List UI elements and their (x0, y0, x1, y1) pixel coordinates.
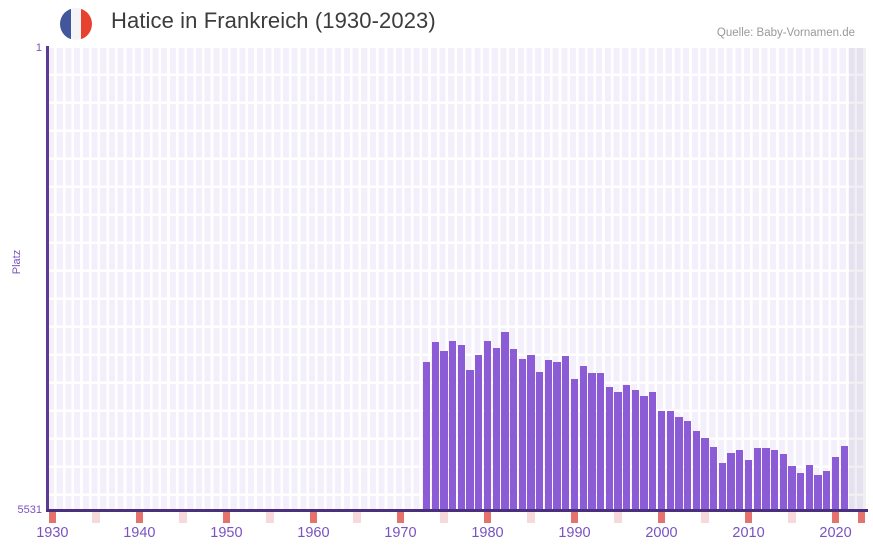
x-tick-label: 1960 (297, 525, 330, 541)
x-tick-major (657, 512, 666, 523)
y-axis-line (46, 46, 49, 512)
bar (588, 372, 596, 510)
bar (779, 453, 787, 510)
bar (553, 362, 561, 510)
bar (675, 417, 683, 510)
x-axis-line (46, 509, 868, 512)
flag-red-band (81, 8, 92, 40)
bar (701, 438, 709, 510)
x-tick-label: 2010 (732, 525, 765, 541)
bar (692, 431, 700, 510)
x-tick-major (48, 512, 56, 523)
bar (501, 331, 509, 510)
bar-series (48, 48, 866, 510)
bar (457, 345, 465, 510)
x-tick-minor (527, 512, 535, 523)
bar (683, 421, 692, 510)
x-tick-label: 2020 (819, 525, 852, 541)
bar (579, 366, 587, 510)
bar (431, 342, 439, 510)
bar (614, 392, 622, 510)
bar (440, 351, 448, 510)
x-tick-minor (179, 512, 187, 523)
x-tick-major (309, 512, 318, 523)
x-tick-minor (440, 512, 448, 523)
bar (770, 449, 779, 510)
bar (727, 453, 735, 510)
bar (744, 459, 753, 510)
bar (788, 465, 796, 510)
plot-area (48, 48, 866, 510)
bar (805, 464, 814, 510)
bar (475, 354, 483, 510)
bar (448, 341, 457, 510)
bar (657, 410, 666, 510)
x-tick-minor (788, 512, 796, 523)
x-tick-major (135, 512, 143, 523)
y-axis-labels: 1 5531 Platz (0, 0, 42, 552)
x-tick-label: 1940 (123, 525, 156, 541)
bar (422, 362, 431, 510)
bar (640, 396, 648, 510)
x-tick-label: 1930 (36, 525, 69, 541)
x-tick-major (483, 512, 492, 523)
source-attribution: Quelle: Baby-Vornamen.de (716, 27, 855, 39)
bar (596, 372, 605, 510)
flag-blue-band (60, 8, 71, 40)
bar (544, 359, 552, 510)
x-tick-major (857, 512, 866, 523)
bar (605, 387, 613, 510)
x-tick-label: 1970 (384, 525, 417, 541)
bar (570, 378, 579, 510)
y-tick-top: 1 (35, 42, 42, 54)
x-tick-minor (353, 512, 361, 523)
x-tick-label: 1990 (558, 525, 591, 541)
grid-horizontal (48, 48, 866, 510)
bar (527, 355, 535, 510)
bar (736, 449, 744, 510)
x-tick-minor (614, 512, 622, 523)
x-tick-major (744, 512, 753, 523)
page-title: Hatice in Frankreich (1930-2023) (111, 8, 436, 33)
x-tick-major (831, 512, 840, 523)
x-tick-minor (92, 512, 100, 523)
y-axis-title: Platz (11, 249, 23, 275)
bar (509, 349, 518, 510)
x-tick-major (570, 512, 579, 523)
bar (753, 448, 761, 510)
bar (762, 448, 770, 510)
bar (840, 445, 848, 510)
x-tick-minor (701, 512, 709, 523)
france-flag-icon (60, 8, 92, 40)
bar (536, 372, 544, 510)
bar (483, 341, 492, 510)
bar (710, 447, 718, 510)
bar (492, 347, 500, 510)
y-tick-bottom: 5531 (17, 504, 42, 516)
flag-white-band (70, 8, 82, 40)
bar (631, 389, 640, 510)
no-data-overlay (848, 48, 866, 510)
bar (831, 457, 840, 510)
bar (649, 392, 657, 510)
bar (797, 473, 805, 510)
x-tick-label: 1950 (210, 525, 243, 541)
bar (623, 384, 631, 510)
bar (466, 369, 474, 510)
x-tick-label: 2000 (645, 525, 678, 541)
x-tick-major (396, 512, 405, 523)
bar (823, 470, 831, 510)
x-tick-major (222, 512, 231, 523)
x-tick-label: 1980 (471, 525, 504, 541)
bar (666, 411, 674, 510)
x-tick-minor (266, 512, 274, 523)
bar (814, 474, 822, 510)
bar (562, 356, 570, 510)
chart-header: Hatice in Frankreich (1930-2023) Quelle:… (0, 0, 873, 46)
bar (718, 463, 727, 510)
bar (518, 358, 526, 510)
